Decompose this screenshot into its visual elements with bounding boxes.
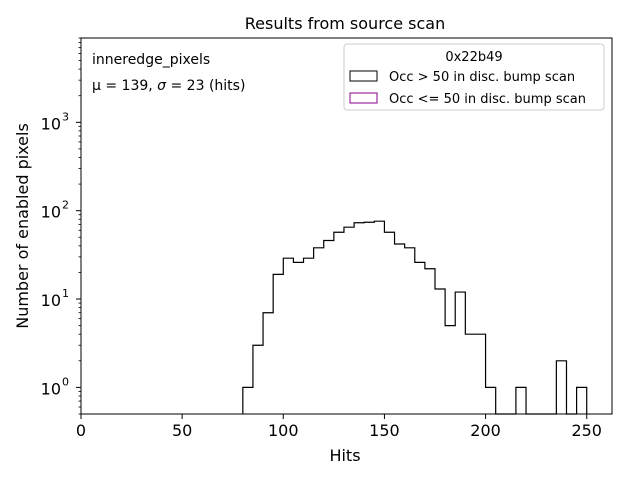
y-tick-label: 10 — [41, 203, 61, 222]
histogram-bin-90 — [263, 313, 273, 414]
histogram-bin-80 — [243, 387, 253, 414]
y-tick-label: 10 — [41, 114, 61, 133]
histogram-bin-115 — [314, 248, 324, 414]
histogram-bin-120 — [324, 240, 334, 414]
histogram-bin-175 — [435, 289, 445, 414]
legend-label-occ-at-most-50: Occ <= 50 in disc. bump scan — [389, 92, 586, 107]
annotation-sigma-symbol: σ — [157, 78, 167, 94]
legend-swatch-occ-above-50 — [349, 70, 378, 82]
histogram-bin-150 — [384, 232, 394, 414]
histogram-bin-200 — [486, 387, 496, 414]
legend-frame — [343, 43, 605, 111]
x-tick-label: 250 — [571, 421, 602, 440]
x-tick-label: 200 — [470, 421, 501, 440]
legend-title: 0x22b49 — [445, 50, 502, 65]
histogram-bin-160 — [405, 248, 415, 414]
y-tick-exponent: 0 — [62, 375, 69, 388]
annotation-mean-sigma: μ = 139, σ = 23 (hits) — [92, 78, 245, 94]
y-tick-exponent: 3 — [62, 110, 69, 123]
histogram-bin-185 — [455, 292, 465, 414]
x-axis-label: Hits — [329, 446, 360, 465]
x-tick-label: 0 — [76, 421, 86, 440]
legend: 0x22b49 Occ > 50 in disc. bump scan Occ … — [343, 43, 605, 111]
histogram-bin-190 — [465, 334, 475, 414]
histogram-bin-100 — [283, 258, 293, 414]
histogram-bin-155 — [395, 244, 405, 414]
x-tick-label: 100 — [268, 421, 299, 440]
histogram-bin-145 — [374, 221, 384, 414]
annotation-mean-prefix: μ = 139, — [92, 78, 157, 94]
histogram-bin-165 — [415, 262, 425, 414]
histogram-bin-105 — [293, 262, 303, 414]
histogram-bin-235 — [556, 361, 566, 414]
legend-label-occ-above-50: Occ > 50 in disc. bump scan — [389, 70, 575, 85]
y-tick-exponent: 2 — [62, 199, 69, 212]
histogram-bin-110 — [304, 258, 314, 414]
plot-frame — [80, 37, 613, 415]
histogram-bin-245 — [577, 387, 587, 414]
y-axis-label: Number of enabled pixels — [13, 123, 32, 329]
histogram-bin-140 — [364, 222, 374, 414]
legend-swatch-occ-at-most-50 — [349, 92, 378, 104]
histogram-bin-135 — [354, 223, 364, 414]
x-axis-ticks: 0 50 100 150 200 250 — [76, 414, 602, 440]
histogram-outline-series-0 — [242, 220, 588, 415]
x-tick-label: 150 — [369, 421, 400, 440]
histogram-bin-180 — [445, 326, 455, 414]
y-tick-label: 10 — [41, 379, 61, 398]
y-tick-label: 10 — [41, 291, 61, 310]
histogram-bin-195 — [475, 334, 485, 414]
histogram-bin-215 — [516, 387, 526, 414]
y-tick-exponent: 1 — [62, 287, 69, 300]
annotation-sigma-suffix: = 23 (hits) — [166, 78, 245, 94]
histogram-bin-130 — [344, 227, 354, 414]
annotation-region-name: inneredge_pixels — [92, 52, 210, 68]
histogram-bin-85 — [253, 345, 263, 414]
histogram-bin-170 — [425, 269, 435, 414]
histogram-bars — [242, 220, 588, 415]
x-tick-label: 50 — [172, 421, 192, 440]
chart-title: Results from source scan — [245, 14, 445, 33]
histogram-bin-125 — [334, 232, 344, 414]
histogram-bin-95 — [273, 274, 283, 414]
